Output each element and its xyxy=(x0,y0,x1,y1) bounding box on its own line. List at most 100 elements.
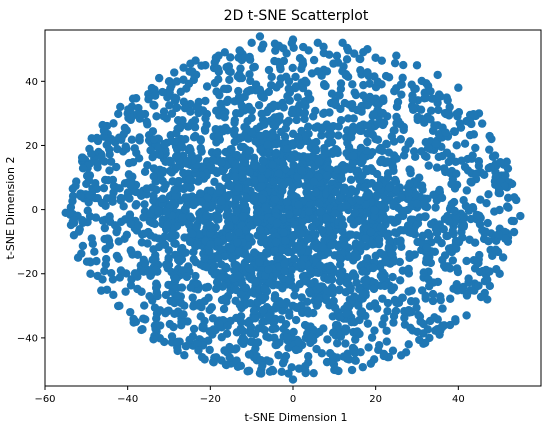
scatter-point xyxy=(389,199,398,209)
scatter-point xyxy=(249,306,259,315)
scatter-point xyxy=(361,234,370,243)
scatter-point xyxy=(216,166,226,175)
scatter-point xyxy=(126,307,135,317)
scatter-point xyxy=(152,112,161,121)
scatter-point xyxy=(387,249,396,258)
scatter-point xyxy=(172,94,181,103)
scatter-point xyxy=(243,318,252,327)
scatter-point xyxy=(406,228,416,238)
scatter-point xyxy=(230,137,239,147)
scatter-point xyxy=(294,337,304,347)
scatter-point xyxy=(189,324,199,334)
scatter-point xyxy=(276,315,286,324)
scatter-point xyxy=(460,162,470,172)
scatter-point xyxy=(120,123,130,133)
scatter-point xyxy=(191,56,200,65)
scatter-points xyxy=(61,32,525,384)
scatter-point xyxy=(347,133,356,142)
scatter-point xyxy=(225,75,234,85)
scatter-point xyxy=(420,212,429,221)
scatter-point xyxy=(119,130,128,139)
scatter-point xyxy=(284,84,293,93)
scatter-point xyxy=(309,55,319,65)
scatter-point xyxy=(172,129,181,138)
scatter-point xyxy=(258,361,267,370)
scatter-point xyxy=(304,247,313,256)
scatter-point xyxy=(93,159,102,168)
scatter-point xyxy=(251,277,260,287)
scatter-point xyxy=(208,201,218,210)
scatter-point xyxy=(280,259,289,268)
scatter-point xyxy=(327,194,336,204)
scatter-point xyxy=(90,247,99,256)
scatter-point xyxy=(280,165,290,174)
scatter-point xyxy=(509,216,519,226)
scatter-point xyxy=(137,238,147,247)
scatter-point xyxy=(128,158,138,167)
scatter-point xyxy=(249,63,258,72)
scatter-point xyxy=(355,126,365,136)
scatter-point xyxy=(392,119,401,128)
scatter-point xyxy=(327,275,337,284)
scatter-point xyxy=(264,87,274,97)
scatter-point xyxy=(390,218,399,227)
scatter-point xyxy=(121,287,130,296)
scatter-point xyxy=(354,301,363,310)
scatter-point xyxy=(145,291,154,301)
scatter-point xyxy=(258,305,268,315)
scatter-point xyxy=(68,191,78,201)
y-tick-label: −40 xyxy=(17,333,38,344)
scatter-point xyxy=(158,194,167,203)
scatter-point xyxy=(282,197,292,207)
scatter-point xyxy=(407,251,416,260)
scatter-point xyxy=(98,216,108,225)
scatter-point xyxy=(289,327,298,337)
scatter-point xyxy=(206,186,216,195)
scatter-point xyxy=(400,206,409,216)
scatter-point xyxy=(271,340,280,350)
scatter-point xyxy=(485,145,494,154)
scatter-point xyxy=(437,193,447,203)
scatter-point xyxy=(294,200,303,210)
scatter-point xyxy=(202,211,211,220)
scatter-point xyxy=(154,73,164,83)
scatter-point xyxy=(288,375,298,384)
scatter-point xyxy=(212,106,221,115)
scatter-point xyxy=(485,131,494,141)
scatter-point xyxy=(268,160,277,170)
scatter-point xyxy=(287,266,296,275)
scatter-point xyxy=(241,283,251,293)
scatter-point xyxy=(444,107,453,117)
scatter-point xyxy=(347,185,356,194)
scatter-point xyxy=(459,222,468,231)
scatter-point xyxy=(259,120,269,129)
scatter-point xyxy=(180,204,190,214)
scatter-point xyxy=(205,305,214,315)
scatter-point xyxy=(169,230,179,239)
scatter-point xyxy=(426,87,435,96)
scatter-point xyxy=(245,233,254,242)
scatter-point xyxy=(437,238,446,248)
scatter-point xyxy=(328,328,338,337)
scatter-point xyxy=(340,165,349,174)
scatter-point xyxy=(431,139,441,148)
scatter-point xyxy=(503,164,513,173)
scatter-point xyxy=(158,87,167,97)
scatter-point xyxy=(134,154,144,163)
scatter-point xyxy=(154,206,163,216)
scatter-point xyxy=(125,180,135,190)
scatter-point xyxy=(186,107,195,116)
scatter-point xyxy=(322,148,331,158)
scatter-point xyxy=(245,264,254,273)
scatter-point xyxy=(369,284,379,294)
scatter-point xyxy=(257,182,266,191)
scatter-point xyxy=(178,213,187,222)
scatter-point xyxy=(317,71,326,80)
scatter-point xyxy=(334,242,343,251)
scatter-point xyxy=(332,365,341,375)
scatter-point xyxy=(217,197,226,206)
scatter-point xyxy=(170,309,179,318)
scatter-point xyxy=(211,125,220,134)
scatter-point xyxy=(206,240,215,249)
scatter-point xyxy=(502,157,511,166)
